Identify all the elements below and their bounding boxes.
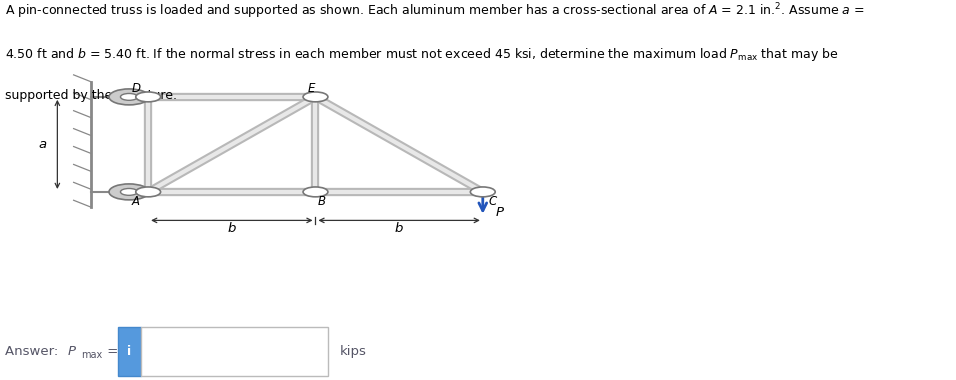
Circle shape [109, 89, 149, 105]
Circle shape [303, 187, 328, 197]
FancyBboxPatch shape [141, 327, 328, 376]
Text: B: B [317, 195, 325, 208]
Text: b: b [228, 222, 236, 235]
Circle shape [470, 187, 495, 197]
Text: P: P [495, 206, 503, 219]
Circle shape [136, 92, 161, 102]
Text: kips: kips [339, 345, 366, 358]
Circle shape [109, 184, 149, 200]
FancyBboxPatch shape [118, 327, 141, 376]
Circle shape [136, 187, 161, 197]
Text: Answer:: Answer: [5, 345, 62, 358]
Circle shape [303, 92, 328, 102]
Text: max: max [81, 350, 102, 360]
Text: 4.50 ft and $b$ = 5.40 ft. If the normal stress in each member must not exceed 4: 4.50 ft and $b$ = 5.40 ft. If the normal… [5, 46, 838, 63]
Circle shape [120, 93, 138, 100]
Text: C: C [489, 195, 496, 208]
Text: a: a [38, 138, 46, 151]
Circle shape [120, 188, 138, 195]
Text: E: E [308, 82, 315, 95]
Text: D: D [131, 82, 141, 95]
Text: =: = [103, 345, 122, 358]
Text: A: A [132, 195, 140, 208]
Text: $P$: $P$ [67, 345, 76, 358]
Text: supported by the structure.: supported by the structure. [5, 89, 177, 102]
Text: i: i [127, 345, 132, 358]
Text: A pin-connected truss is loaded and supported as shown. Each aluminum member has: A pin-connected truss is loaded and supp… [5, 2, 864, 22]
Text: b: b [395, 222, 403, 235]
